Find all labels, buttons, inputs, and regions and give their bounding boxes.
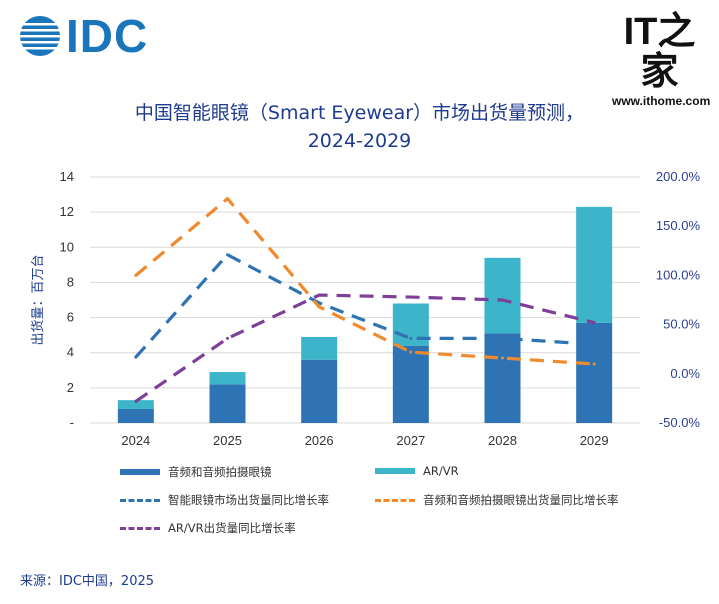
globe-icon <box>20 16 60 56</box>
ithome-watermark: IT之家 www.ithome.com <box>612 11 711 108</box>
line-point <box>317 293 321 297</box>
x-tick-label: 2024 <box>121 433 150 448</box>
y2-tick-label: 50.0% <box>663 317 700 332</box>
line-point <box>134 273 138 277</box>
legend-item: 音频和音频拍摄眼镜 <box>120 464 272 480</box>
y-tick-label: 12 <box>60 204 74 219</box>
legend-label: AR/VR出货量同比增长率 <box>168 521 296 535</box>
legend-item: AR/VR出货量同比增长率 <box>120 520 296 536</box>
line-point <box>409 336 413 340</box>
y-tick-label: 6 <box>67 310 74 325</box>
x-tick-label: 2029 <box>580 433 609 448</box>
legend-swatch <box>120 469 160 475</box>
x-tick-label: 2025 <box>213 433 242 448</box>
y2-tick-label: -50.0% <box>659 415 701 430</box>
bar-arvr <box>209 372 246 385</box>
source-note: 来源：IDC中国，2025 <box>20 574 155 589</box>
line-point <box>226 253 229 257</box>
bar-audio <box>392 345 429 423</box>
line-point <box>592 321 596 325</box>
legend-item: 智能眼镜市场出货量同比增长率 <box>120 492 329 508</box>
line-point <box>409 350 413 354</box>
legend-label: 音频和音频拍摄眼镜出货量同比增长率 <box>423 493 619 507</box>
y2-tick-label: 100.0% <box>656 267 701 282</box>
legend-label: 智能眼镜市场出货量同比增长率 <box>168 493 329 507</box>
logo-text: IDC <box>66 10 149 62</box>
y-tick-label: 2 <box>67 380 74 395</box>
line-audio-growth <box>134 197 595 366</box>
y-tick-label: - <box>70 415 74 430</box>
line-point <box>226 197 229 201</box>
y-axis-title: 出货量：百万台 <box>30 254 46 345</box>
bar-audio <box>117 408 154 423</box>
ithome-url: www.ithome.com <box>612 94 711 108</box>
bar-arvr <box>484 257 521 334</box>
chart-subtitle: 2024-2029 <box>307 130 412 152</box>
y-tick-label: 10 <box>60 239 74 254</box>
line-point <box>501 336 504 340</box>
bar-audio <box>576 322 613 423</box>
line-point <box>592 342 596 346</box>
y-tick-label: 14 <box>60 169 74 184</box>
legend-swatch <box>375 498 415 502</box>
legend-item: 音频和音频拍摄眼镜出货量同比增长率 <box>375 492 619 508</box>
line-arvr-growth <box>134 293 595 403</box>
ithome-mark: IT之家 <box>623 11 696 93</box>
y-tick-label: 4 <box>67 345 74 360</box>
bar-audio <box>484 333 521 423</box>
bar-arvr <box>576 206 613 323</box>
legend-swatch <box>120 498 160 502</box>
bar-audio <box>209 384 246 423</box>
chart-title: 中国智能眼镜（Smart Eyewear）市场出货量预测， <box>134 102 585 124</box>
bar-arvr <box>301 336 338 360</box>
y2-tick-label: 200.0% <box>656 169 701 184</box>
y2-tick-label: 150.0% <box>656 218 701 233</box>
line-point <box>409 295 413 299</box>
bar-arvr <box>117 400 154 409</box>
line-point <box>134 399 138 403</box>
legend-swatch <box>375 468 415 474</box>
legend-swatch <box>120 526 160 530</box>
y2-tick-label: 0.0% <box>670 366 700 381</box>
x-tick-label: 2026 <box>305 433 334 448</box>
line-point <box>317 305 321 309</box>
idc-logo: IDC <box>18 10 149 62</box>
y-tick-label: 8 <box>67 274 74 289</box>
line-point <box>592 362 596 366</box>
x-tick-label: 2028 <box>488 433 517 448</box>
line-point <box>134 355 138 359</box>
legend-item: AR/VR <box>375 464 459 478</box>
line-point <box>501 356 504 360</box>
chart-area: - 2 4 6 8 10 12 14 -50.0% 0.0% 50.0% 100.0% 150.0% 20… <box>30 169 701 448</box>
x-tick-label: 2027 <box>396 433 425 448</box>
legend-label: AR/VR <box>423 464 459 478</box>
legend-label: 音频和音频拍摄眼镜 <box>168 465 272 479</box>
line-total-growth <box>134 253 595 359</box>
line-point <box>501 298 504 302</box>
bar-audio <box>301 359 338 423</box>
line-point <box>226 336 229 340</box>
